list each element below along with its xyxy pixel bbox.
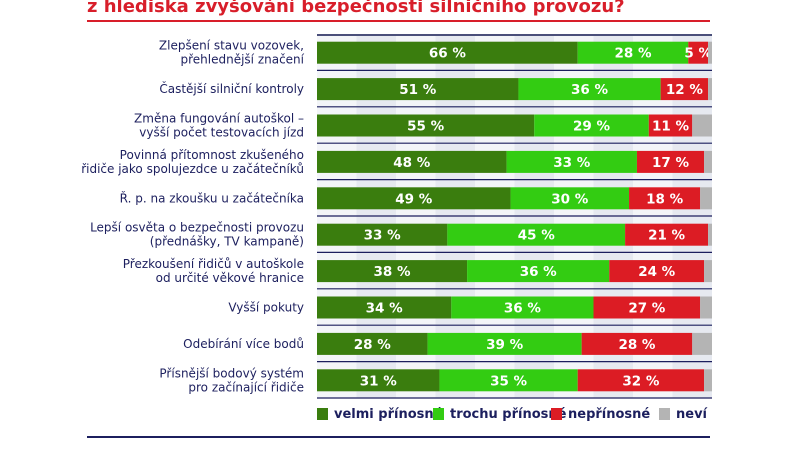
category-label: vyšší počet testovacích jízd	[139, 126, 304, 140]
data-label: 39 %	[486, 337, 523, 353]
category-label: Zlepšení stavu vozovek,	[159, 39, 304, 53]
category-label: (přednášky, TV kampaně)	[150, 235, 304, 249]
bar-segment	[467, 260, 610, 283]
data-label: 18 %	[646, 191, 683, 207]
bar-segment	[317, 187, 511, 210]
data-label: 36 %	[520, 264, 557, 280]
bar-segment	[700, 296, 712, 319]
bar-segment	[447, 223, 626, 246]
bar-segment	[688, 41, 709, 64]
bar-segment	[660, 78, 709, 101]
data-label: 45 %	[518, 228, 555, 244]
bar-segment	[577, 41, 689, 64]
bar-segment	[609, 260, 705, 283]
bar-segment	[593, 296, 701, 319]
category-label: Častější silniční kontroly	[159, 81, 304, 96]
data-label: 30 %	[551, 191, 588, 207]
bar-segment	[317, 223, 448, 246]
data-label: 49 %	[395, 191, 432, 207]
bar-segment	[692, 332, 712, 355]
category-label: řidiče jako spolujezdce u začátečníků	[81, 162, 304, 176]
legend-swatch	[433, 408, 444, 420]
bar-segment	[708, 41, 712, 64]
bar-segment	[506, 150, 637, 173]
bar-segment	[317, 41, 578, 64]
bar-segment	[629, 187, 701, 210]
data-label: 28 %	[618, 337, 655, 353]
data-label: 29 %	[573, 119, 610, 135]
data-label: 12 %	[666, 82, 703, 98]
bar-segment	[708, 78, 712, 101]
legend-swatch	[551, 408, 562, 420]
chart-title: z hlediska zvyšování bezpečnosti silničn…	[87, 0, 625, 17]
category-label: od určité věkové hranice	[156, 271, 304, 285]
category-label: přehlednější značení	[180, 53, 304, 67]
bar-segment	[648, 114, 693, 137]
data-label: 17 %	[652, 155, 689, 171]
bar-segment	[317, 78, 519, 101]
data-label: 27 %	[628, 301, 665, 317]
data-label: 31 %	[360, 373, 397, 389]
data-label: 38 %	[374, 264, 411, 280]
data-label: 51 %	[399, 82, 436, 98]
data-label: 21 %	[648, 228, 685, 244]
legend-label: trochu přínosné	[450, 407, 567, 422]
title-divider	[87, 20, 710, 22]
bar-segment	[439, 369, 578, 392]
data-label: 35 %	[490, 373, 527, 389]
bar-segment	[708, 223, 712, 246]
data-label: 34 %	[366, 301, 403, 317]
category-label: Lepší osvěta o bezpečnosti provozu	[90, 221, 304, 235]
bar-segment	[581, 332, 693, 355]
bar-segment	[636, 150, 705, 173]
bar-segment	[534, 114, 649, 137]
data-label: 11 %	[652, 119, 689, 135]
data-label: 33 %	[553, 155, 590, 171]
bar-segment	[577, 369, 705, 392]
bar-segment	[317, 296, 452, 319]
bar-segment	[317, 114, 535, 137]
category-label: Povinná přítomnost zkušeného	[120, 148, 304, 162]
legend-swatch	[659, 408, 670, 420]
category-label: Odebírání více bodů	[183, 337, 304, 351]
category-label: pro začínající řidiče	[188, 380, 304, 394]
data-label: 28 %	[354, 337, 391, 353]
legend-label: velmi přínosné	[334, 407, 443, 422]
bar-segment	[451, 296, 594, 319]
category-label: Přezkoušení řidičů v autoškole	[123, 257, 304, 271]
data-label: 55 %	[407, 119, 444, 135]
bar-segment	[704, 260, 712, 283]
data-label: 24 %	[638, 264, 675, 280]
category-label: Změna fungování autoškol –	[134, 112, 304, 126]
data-label: 33 %	[364, 228, 401, 244]
bar-segment	[317, 369, 440, 392]
data-label: 36 %	[571, 82, 608, 98]
data-label: 28 %	[614, 46, 651, 62]
bar-segment	[317, 150, 507, 173]
category-label: Vyšší pokuty	[228, 301, 304, 315]
legend-label: neví	[676, 407, 709, 422]
data-label: 5 %	[684, 46, 712, 62]
data-label: 66 %	[429, 46, 466, 62]
legend-swatch	[317, 408, 328, 420]
data-label: 36 %	[504, 301, 541, 317]
bar-segment	[704, 150, 712, 173]
bar-segment	[700, 187, 712, 210]
data-label: 48 %	[393, 155, 430, 171]
data-label: 32 %	[622, 373, 659, 389]
bar-segment	[317, 332, 428, 355]
legend-label: nepřínosné	[568, 407, 650, 422]
bar-segment	[518, 78, 661, 101]
bottom-divider	[87, 436, 710, 438]
bar-segment	[510, 187, 630, 210]
bar-segment	[625, 223, 709, 246]
bar-segment	[692, 114, 712, 137]
category-label: Ř. p. na zkoušku u začátečníka	[120, 190, 304, 205]
bar-segment	[427, 332, 582, 355]
category-label: Přísnější bodový systém	[159, 366, 304, 380]
bar-segment	[704, 369, 712, 392]
bar-segment	[317, 260, 468, 283]
